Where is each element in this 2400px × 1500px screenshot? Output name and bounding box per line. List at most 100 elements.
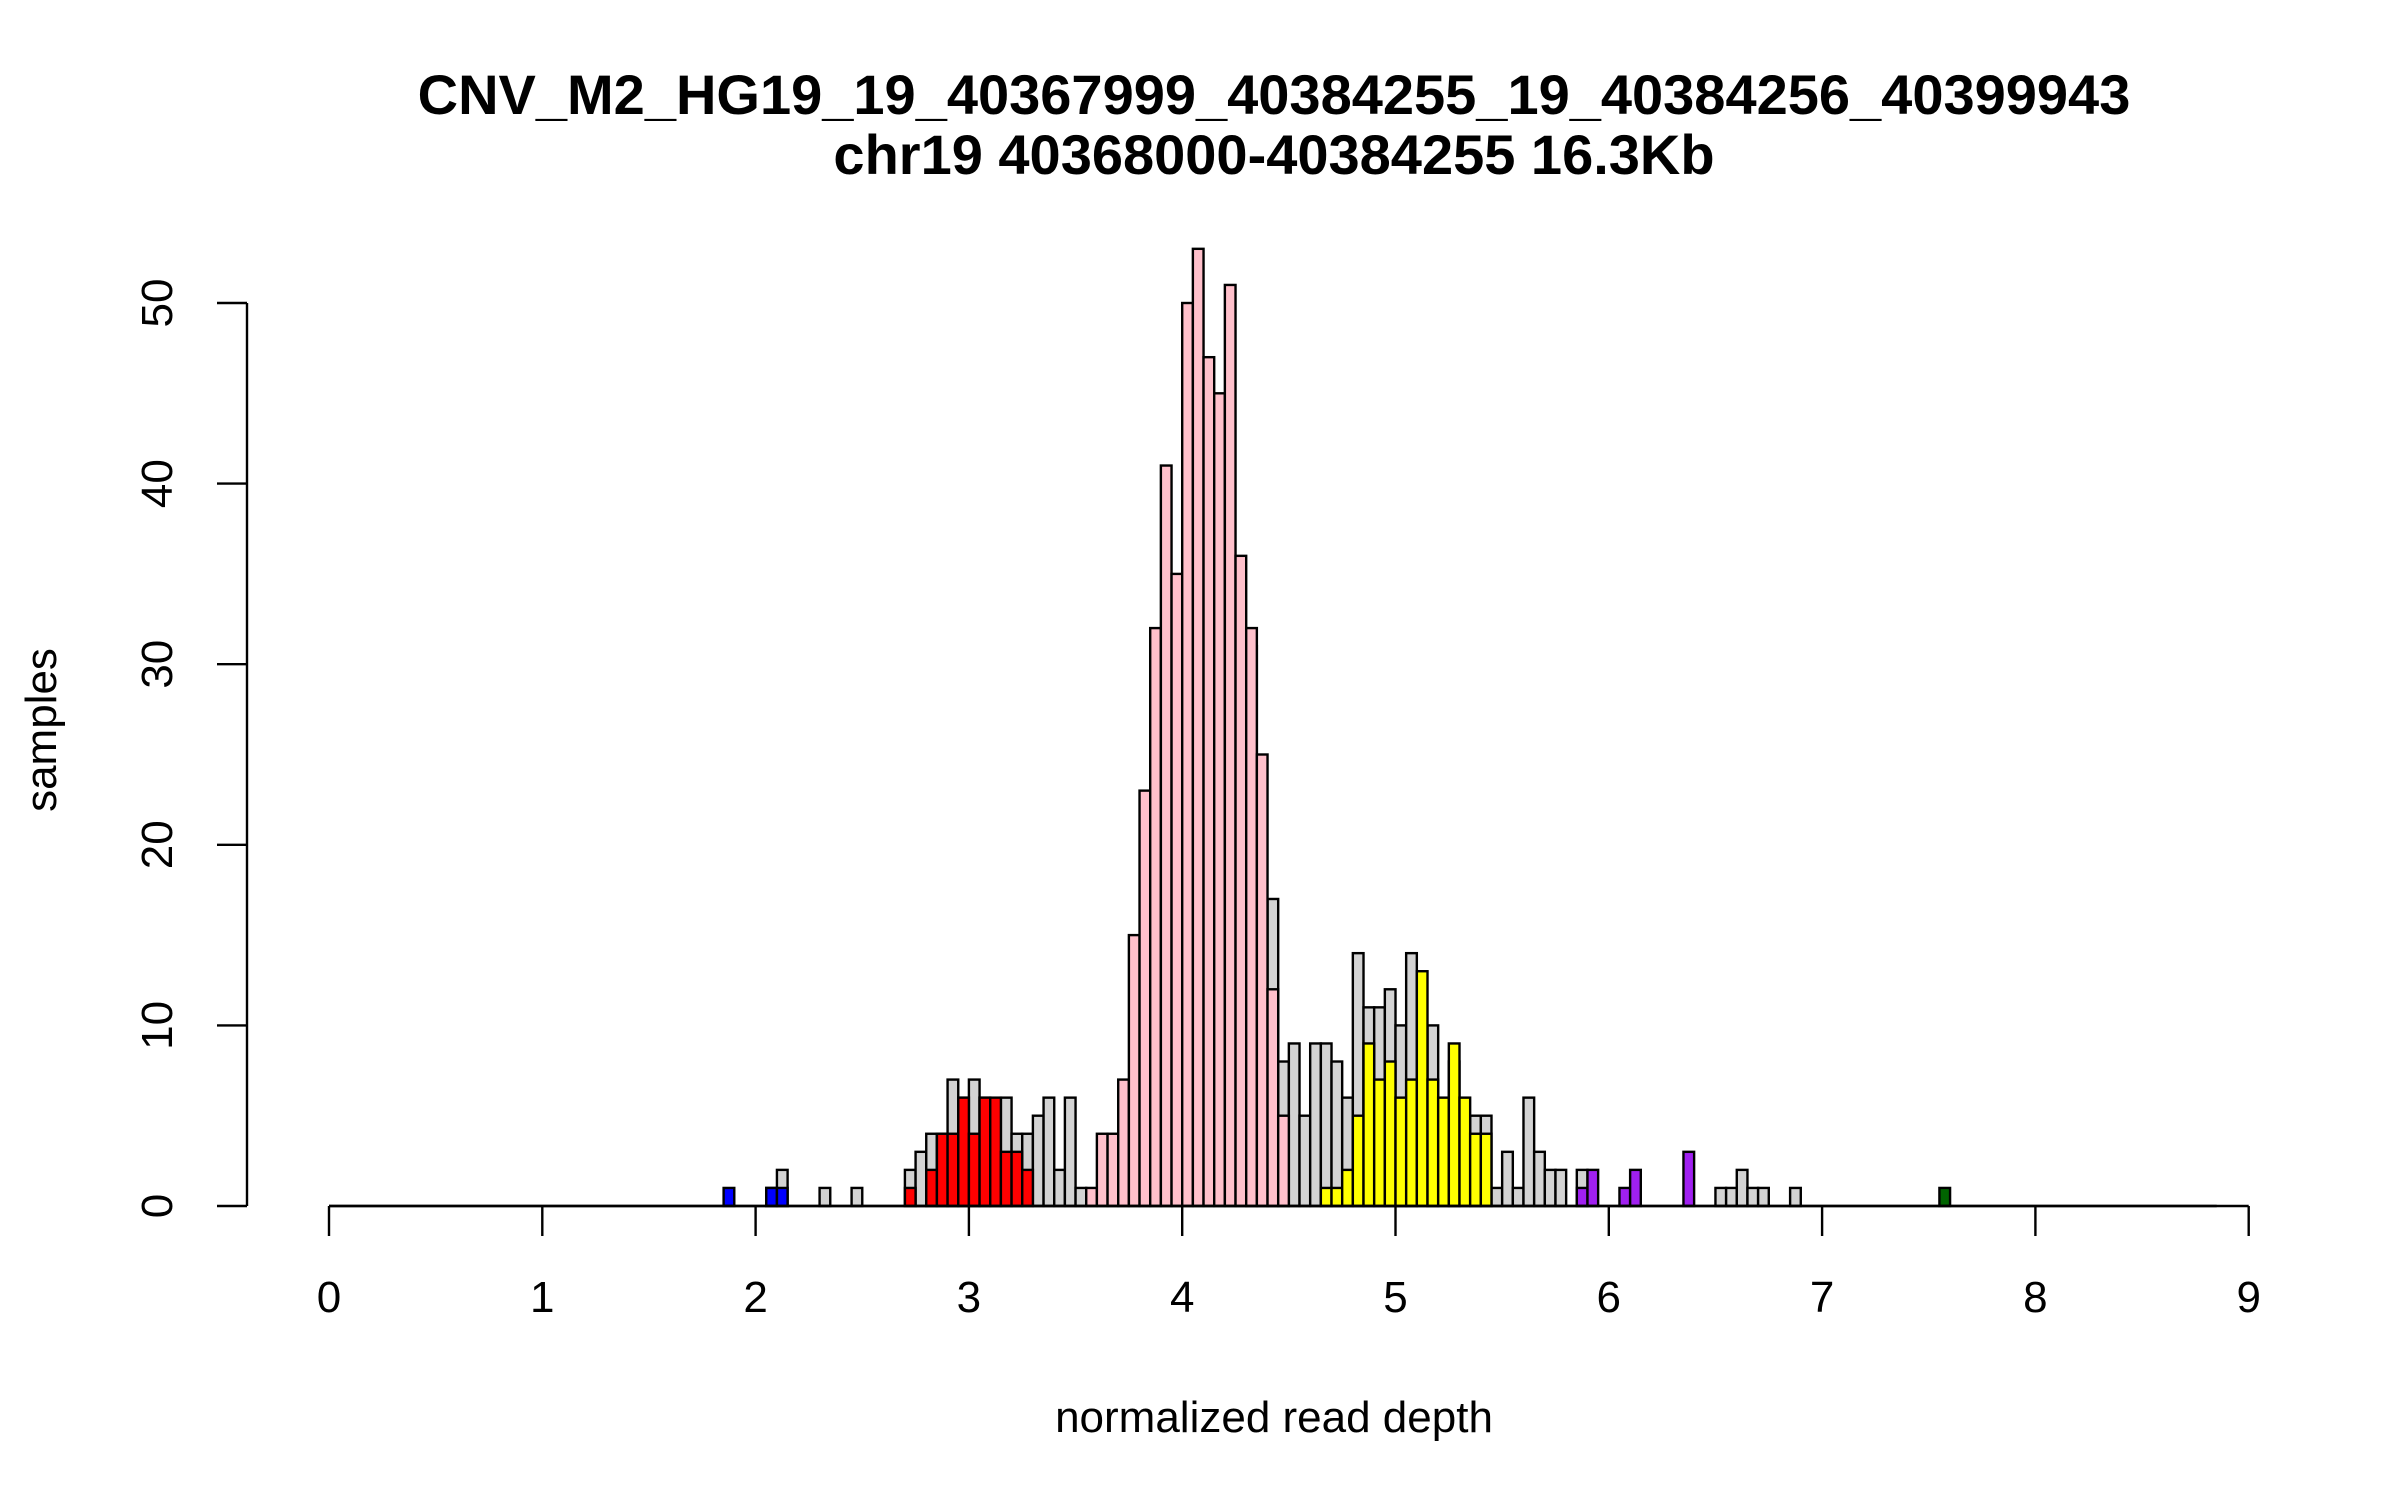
histogram-bar-0-50 [1714,1186,1728,1208]
histogram-bar-2-3 [946,1132,960,1208]
histogram-bar-1-5 [1138,789,1152,1208]
histogram-bar-1-0 [1085,1186,1099,1208]
histogram-bar-0-17 [1042,1096,1056,1208]
histogram-bar-2-4 [957,1096,971,1208]
histogram-bar-0-51 [1724,1186,1738,1208]
histogram-bar-5-0 [1575,1186,1589,1208]
histogram-bar-5-2 [1618,1186,1632,1208]
histogram-bar-3-2 [1340,1168,1355,1208]
histogram-bar-0-46 [1532,1150,1547,1208]
histogram-bar-3-8 [1404,1078,1419,1208]
histogram-bar-1-7 [1159,464,1173,1208]
histogram-bar-0-16 [1031,1114,1045,1208]
histogram-bar-2-0 [903,1186,917,1208]
histogram-bar-3-11 [1436,1096,1451,1208]
histogram-bar-3-13 [1458,1096,1472,1208]
histogram-bar-1-9 [1180,301,1195,1208]
x-tick-label: 7 [1810,1273,1834,1322]
y-tick-label: 30 [133,640,182,689]
histogram-bar-3-3 [1351,1114,1365,1208]
histogram-bar-0-52 [1735,1168,1749,1208]
histogram-bar-3-5 [1372,1078,1387,1208]
y-tick-label: 40 [133,459,182,508]
histogram-bar-4-0 [722,1186,736,1208]
x-tick-label: 5 [1383,1273,1407,1322]
histogram-bar-2-9 [1010,1150,1024,1208]
histogram-bar-1-13 [1223,283,1237,1208]
histogram-bar-0-42 [1490,1186,1504,1208]
histogram-bar-0-47 [1543,1168,1557,1208]
histogram-bar-2-2 [935,1132,949,1208]
histogram-bar-4-2 [775,1186,789,1208]
histogram-bar-0-30 [1330,1060,1344,1208]
histogram-bar-1-8 [1170,572,1184,1208]
histogram-bar-2-10 [1021,1168,1035,1208]
y-tick-label: 50 [133,279,182,328]
histogram-bar-1-3 [1117,1078,1131,1208]
x-axis: 0 1 2 3 4 5 6 7 8 9 [317,1204,2261,1322]
histogram-bar-3-6 [1383,1060,1397,1208]
histogram-bar-3-9 [1415,970,1429,1208]
histogram-bar-0-2 [818,1186,832,1208]
x-tick-label: 1 [530,1273,554,1322]
x-tick-label: 0 [317,1273,341,1322]
histogram-bar-1-12 [1212,392,1227,1208]
histogram-bar-0-43 [1500,1150,1515,1208]
histogram-bar-3-1 [1330,1186,1344,1208]
histogram-bar-4-1 [765,1186,779,1208]
histogram-bar-3-12 [1447,1042,1461,1208]
y-tick-label: 0 [133,1194,182,1218]
histogram-bar-1-18 [1276,1114,1291,1208]
histogram-bar-0-20 [1074,1186,1088,1208]
histogram-bar-0-55 [1788,1186,1802,1208]
histogram-bar-1-17 [1266,988,1280,1208]
chart-title: CNV_M2_HG19_19_40367999_40384255_19_4038… [418,63,2131,126]
x-tick-label: 8 [2023,1273,2047,1322]
histogram-bar-0-29 [1319,1042,1333,1208]
histogram-bar-6-0 [1938,1186,1952,1208]
y-tick-label: 20 [133,820,182,869]
histogram-bar-2-8 [999,1150,1013,1208]
histogram-bar-5-4 [1682,1150,1696,1208]
histogram-bar-3-4 [1362,1042,1376,1208]
histogram-bar-0-18 [1053,1168,1067,1208]
histogram-bar-1-10 [1191,247,1205,1208]
x-tick-label: 4 [1170,1273,1194,1322]
histogram-bar-1-15 [1244,626,1259,1208]
histogram-bar-1-11 [1202,355,1216,1208]
histogram-bar-5-1 [1586,1168,1600,1208]
histogram-bar-0-45 [1522,1096,1536,1208]
histogram-bars [329,247,2217,1208]
x-tick-label: 6 [1597,1273,1621,1322]
histogram-bar-1-4 [1127,933,1141,1208]
histogram-bar-0-53 [1746,1186,1760,1208]
x-tick-label: 3 [957,1273,981,1322]
histogram-bar-0-28 [1308,1042,1323,1208]
chart-subtitle: chr19 40368000-40384255 16.3Kb [833,123,1714,186]
x-tick-label: 2 [743,1273,767,1322]
histogram-bar-0-27 [1298,1114,1312,1208]
histogram-bar-0-5 [914,1150,928,1208]
histogram-bar-3-15 [1479,1132,1493,1208]
histogram-bar-3-7 [1394,1096,1408,1208]
y-tick-label: 10 [133,1001,182,1050]
histogram-bar-2-7 [989,1096,1003,1208]
histogram-bar-1-1 [1095,1132,1109,1208]
histogram-bar-1-14 [1234,554,1248,1208]
histogram-bar-0-19 [1063,1096,1077,1208]
histogram-bar-1-16 [1255,753,1269,1208]
histogram-bar-0-48 [1554,1168,1568,1208]
y-axis: 0 10 20 30 40 50 [133,279,249,1218]
histogram-bar-2-5 [967,1132,981,1208]
histogram-bar-5-3 [1628,1168,1643,1208]
histogram-bar-3-14 [1468,1132,1483,1208]
x-tick-label: 9 [2236,1273,2260,1322]
x-axis-label: normalized read depth [1055,1393,1493,1442]
y-axis-label: samples [17,648,66,812]
histogram-bar-0-3 [850,1186,864,1208]
histogram-bar-2-6 [978,1096,992,1208]
histogram-bar-1-2 [1106,1132,1120,1208]
histogram-bar-2-1 [925,1168,939,1208]
histogram-bar-3-0 [1319,1186,1333,1208]
